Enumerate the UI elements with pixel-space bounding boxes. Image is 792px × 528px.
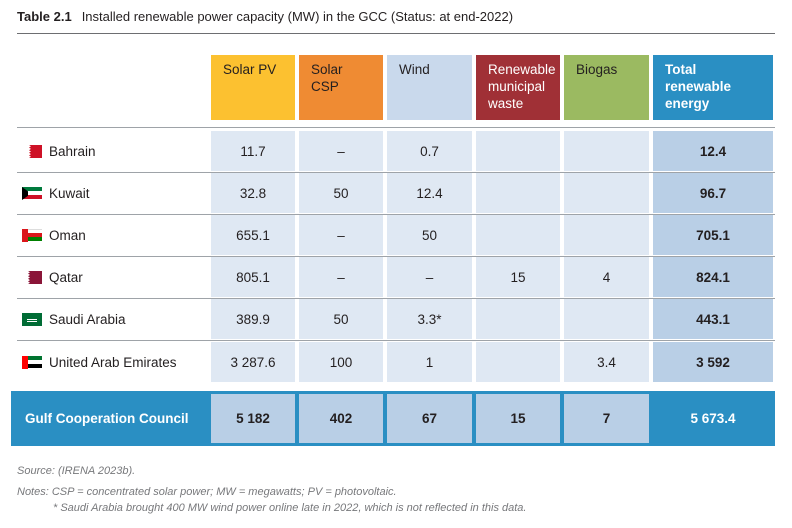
country-oman: Oman (22, 215, 86, 255)
table-cell: – (387, 257, 472, 297)
gcc-cell: 67 (387, 394, 472, 443)
table-cell (476, 299, 560, 339)
qatar-flag-icon (22, 270, 42, 284)
table-cell (476, 173, 560, 213)
table-cell: 4 (564, 257, 649, 297)
total-cell: 3 592 (653, 342, 773, 382)
table-cell (476, 131, 560, 171)
row-divider (17, 172, 775, 173)
header-total: Total renewable energy (653, 55, 773, 120)
row-divider (17, 127, 775, 128)
table-cell: 3.3* (387, 299, 472, 339)
table-cell: 1 (387, 342, 472, 382)
bahrain-flag-icon (22, 144, 42, 158)
table-cell: 655.1 (211, 215, 295, 255)
header-wind: Wind (387, 55, 472, 120)
table-cell: 389.9 (211, 299, 295, 339)
country-name: Qatar (49, 269, 83, 285)
gcc-label: Gulf Cooperation Council (25, 411, 189, 426)
gcc-total-cell: 5 673.4 (653, 391, 773, 446)
total-cell: 12.4 (653, 131, 773, 171)
table-cell: – (299, 215, 383, 255)
total-cell: 96.7 (653, 173, 773, 213)
caption-divider (17, 33, 775, 34)
table-cell: 100 (299, 342, 383, 382)
table-cell: – (299, 257, 383, 297)
row-divider (17, 256, 775, 257)
gcc-cell: 15 (476, 394, 560, 443)
table-cell: 12.4 (387, 173, 472, 213)
table-cell: 15 (476, 257, 560, 297)
country-saudi-arabia: Saudi Arabia (22, 299, 126, 339)
gcc-cell: 5 182 (211, 394, 295, 443)
table-cell: 11.7 (211, 131, 295, 171)
abbreviations-note: Notes: CSP = concentrated solar power; M… (17, 486, 397, 498)
oman-flag-icon (22, 228, 42, 242)
table-cell (564, 131, 649, 171)
row-divider (17, 298, 775, 299)
header-municipal-waste: Renewable municipal waste (476, 55, 560, 120)
kuwait-flag-icon (22, 186, 42, 200)
table-cell: 50 (299, 173, 383, 213)
total-cell: 443.1 (653, 299, 773, 339)
table-cell (476, 342, 560, 382)
country-qatar: Qatar (22, 257, 83, 297)
country-name: United Arab Emirates (49, 354, 177, 370)
country-bahrain: Bahrain (22, 131, 96, 171)
table-cell: 50 (299, 299, 383, 339)
total-cell: 824.1 (653, 257, 773, 297)
table-cell: – (299, 131, 383, 171)
footnote: * Saudi Arabia brought 400 MW wind power… (53, 502, 527, 514)
table-title: Installed renewable power capacity (MW) … (81, 9, 514, 24)
gcc-cell: 402 (299, 394, 383, 443)
table-caption: Table 2.1 Installed renewable power capac… (17, 9, 513, 24)
table-cell (476, 215, 560, 255)
table-cell: 805.1 (211, 257, 295, 297)
gcc-cell: 7 (564, 394, 649, 443)
header-solar-csp: Solar CSP (299, 55, 383, 120)
country-name: Kuwait (49, 185, 90, 201)
row-divider (17, 340, 775, 341)
total-cell: 705.1 (653, 215, 773, 255)
country-name: Saudi Arabia (49, 311, 126, 327)
header-solar-pv: Solar PV (211, 55, 295, 120)
saudi-arabia-flag-icon (22, 312, 42, 326)
country-kuwait: Kuwait (22, 173, 90, 213)
uae-flag-icon (22, 355, 42, 369)
table-number: Table 2.1 (17, 9, 72, 24)
table-cell (564, 299, 649, 339)
header-biogas: Biogas (564, 55, 649, 120)
table-cell: 3 287.6 (211, 342, 295, 382)
table-cell: 0.7 (387, 131, 472, 171)
country-name: Oman (49, 227, 86, 243)
table-cell: 32.8 (211, 173, 295, 213)
source-note: Source: (IRENA 2023b). (17, 465, 136, 477)
row-divider (17, 214, 775, 215)
table-cell: 50 (387, 215, 472, 255)
table-cell: 3.4 (564, 342, 649, 382)
table-cell (564, 215, 649, 255)
country-united-arab-emirates: United Arab Emirates (22, 342, 177, 382)
table-cell (564, 173, 649, 213)
country-name: Bahrain (49, 143, 96, 159)
